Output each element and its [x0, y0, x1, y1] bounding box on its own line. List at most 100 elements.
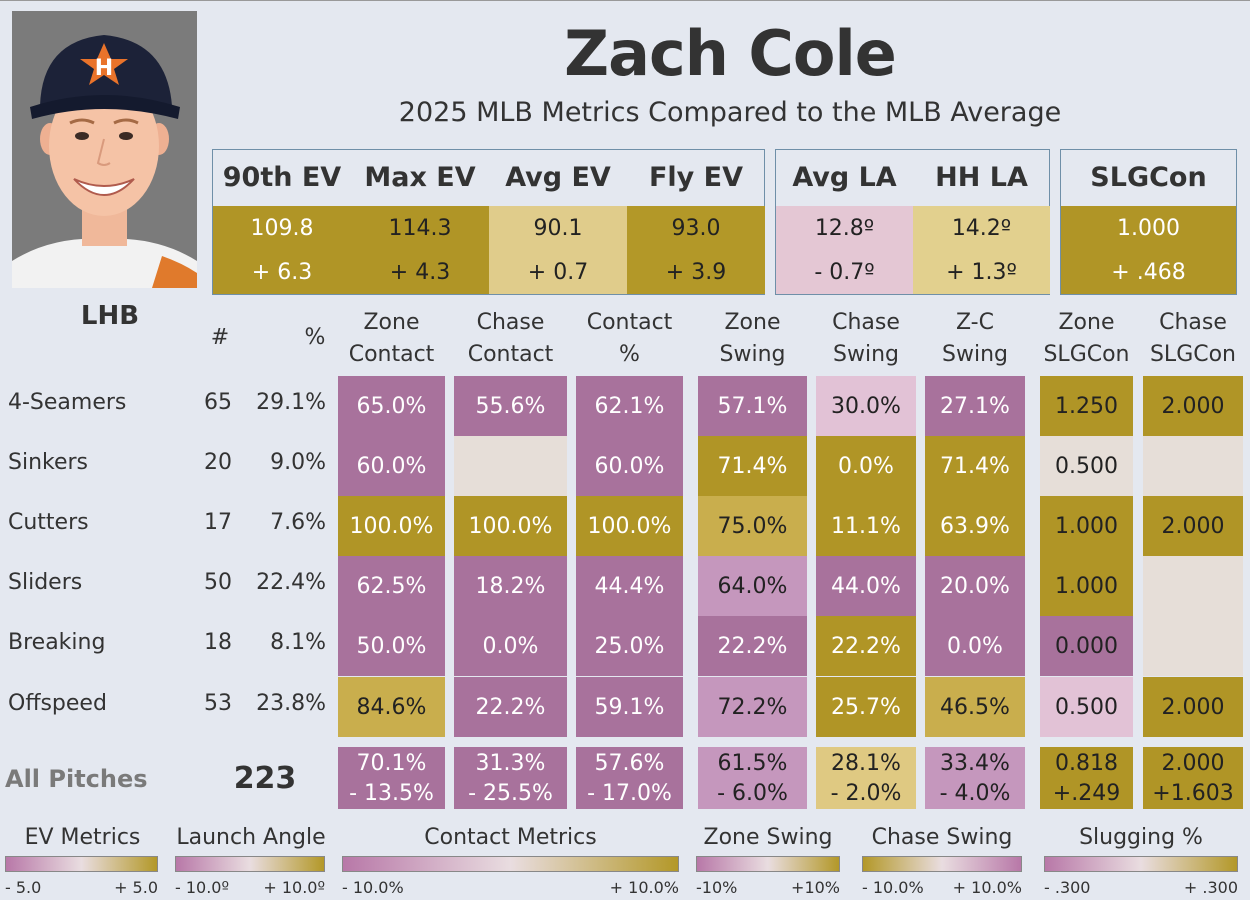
- col-header-line: Swing: [833, 342, 899, 367]
- all-value: 33.4%: [940, 751, 1010, 776]
- metric-cell: 2.000: [1143, 677, 1243, 737]
- ev-diff: + 3.9: [665, 260, 727, 285]
- ev-cell-90th: 109.8 + 6.3: [213, 206, 351, 294]
- all-value: 2.000: [1161, 751, 1225, 776]
- legend-gradient-bar: [175, 856, 325, 872]
- row-count: 17: [204, 510, 232, 535]
- metric-cell: 11.1%: [816, 496, 916, 556]
- row-label: Cutters: [8, 510, 89, 535]
- all-pitches-cell: 70.1% - 13.5%: [338, 747, 445, 809]
- col-header-line: Swing: [942, 342, 1008, 367]
- col-header-line: %: [619, 342, 640, 367]
- metric-cell: 0.000: [1040, 616, 1133, 676]
- svg-text:H: H: [95, 56, 113, 81]
- legend-gradient-bar: [862, 856, 1022, 872]
- all-value: 57.6%: [594, 751, 665, 776]
- all-pitches-cell: 57.6% - 17.0%: [576, 747, 683, 809]
- la-value: 12.8º: [814, 216, 875, 241]
- all-diff: - 6.0%: [717, 781, 788, 806]
- batter-hand: LHB: [80, 301, 140, 331]
- metric-cell: 25.7%: [816, 677, 916, 737]
- metric-cell: 100.0%: [338, 496, 445, 556]
- col-header-zone-contact: Zone Contact: [338, 307, 445, 371]
- ev-cell-max: 114.3 + 4.3: [351, 206, 489, 294]
- row-count: 18: [204, 630, 232, 655]
- metric-cell: 27.1%: [925, 376, 1025, 436]
- legend-max: + 5.0: [114, 878, 158, 897]
- all-pitches-cell: 31.3% - 25.5%: [454, 747, 567, 809]
- metric-cell: 20.0%: [925, 556, 1025, 616]
- legend-gradient-bar: [1044, 856, 1238, 872]
- all-value: 0.818: [1055, 751, 1118, 776]
- all-value: 70.1%: [356, 751, 427, 776]
- ev-diff: + 6.3: [251, 260, 313, 285]
- metric-cell: 84.6%: [338, 677, 445, 737]
- legend-min: - 10.0%: [342, 878, 404, 897]
- metric-cell: 60.0%: [576, 436, 683, 496]
- metric-cell: 57.1%: [698, 376, 807, 436]
- row-label: Offspeed: [8, 691, 107, 716]
- row-label: 4-Seamers: [8, 390, 127, 415]
- pct-header: %: [304, 325, 326, 350]
- all-value: 28.1%: [831, 751, 901, 776]
- ev-value: 109.8: [250, 216, 314, 241]
- ev-value: 90.1: [533, 216, 583, 241]
- metric-cell: 30.0%: [816, 376, 916, 436]
- legend-gradient-bar: [696, 856, 840, 872]
- all-diff: - 4.0%: [939, 781, 1011, 806]
- ev-header-fly: Fly EV: [648, 162, 744, 193]
- metric-cell: 100.0%: [576, 496, 683, 556]
- col-header-line: SLGCon: [1043, 342, 1130, 367]
- col-header-line: Zone: [1058, 310, 1115, 335]
- metric-cell: [1143, 436, 1243, 496]
- row-count: 20: [204, 450, 232, 475]
- all-pitches-cell: 61.5% - 6.0%: [698, 747, 807, 809]
- metric-cell: 22.2%: [454, 677, 567, 737]
- legend-title: Chase Swing: [871, 825, 1013, 850]
- metric-cell: [454, 436, 567, 496]
- col-header-line: Zone: [363, 310, 420, 335]
- col-header-line: Chase: [476, 310, 545, 335]
- ev-header-90th: 90th EV: [222, 162, 342, 193]
- metric-cell: 0.0%: [454, 616, 567, 676]
- la-cell-avg: 12.8º - 0.7º: [776, 206, 913, 294]
- legend-title: Zone Swing: [703, 825, 833, 850]
- count-header: #: [210, 325, 230, 350]
- metric-cell: 44.0%: [816, 556, 916, 616]
- metric-cell: 72.2%: [698, 677, 807, 737]
- legend-max: + .300: [1183, 878, 1238, 897]
- player-photo: H: [12, 11, 197, 288]
- col-header-line: SLGCon: [1149, 342, 1237, 367]
- metric-cell: 65.0%: [338, 376, 445, 436]
- row-count: 65: [204, 390, 232, 415]
- metric-cell: 1.000: [1040, 556, 1133, 616]
- col-header-line: Contact: [348, 342, 435, 367]
- all-diff: - 2.0%: [830, 781, 902, 806]
- ev-value: 114.3: [388, 216, 452, 241]
- metric-cell: 62.1%: [576, 376, 683, 436]
- metric-cell: 22.2%: [698, 616, 807, 676]
- legend-max: + 10.0%: [609, 878, 679, 897]
- la-header-avg: Avg LA: [792, 162, 897, 193]
- all-pitches-cell: 2.000 +1.603: [1143, 747, 1243, 809]
- metric-cell: 62.5%: [338, 556, 445, 616]
- metric-cell: 44.4%: [576, 556, 683, 616]
- row-label: Sinkers: [8, 450, 89, 475]
- la-header-hh: HH LA: [935, 162, 1028, 193]
- metric-cell: 60.0%: [338, 436, 445, 496]
- legend-min: - .300: [1044, 878, 1091, 897]
- row-label: Breaking: [8, 630, 106, 655]
- row-pct: 7.6%: [270, 510, 326, 535]
- slg-diff: + .468: [1111, 260, 1186, 285]
- metric-cell: 59.1%: [576, 677, 683, 737]
- metric-cell: 2.000: [1143, 496, 1243, 556]
- col-header-line: Zone: [724, 310, 781, 335]
- all-pitches-cell: 28.1% - 2.0%: [816, 747, 916, 809]
- col-header-chase-contact: Chase Contact: [454, 307, 567, 371]
- metric-cell: 63.9%: [925, 496, 1025, 556]
- col-header-line: Contact: [467, 342, 554, 367]
- ev-header-max: Max EV: [364, 162, 476, 193]
- col-header-chase-slgcon: Chase SLGCon: [1143, 307, 1243, 371]
- slg-value: 1.000: [1117, 216, 1180, 241]
- row-label: Sliders: [8, 570, 83, 595]
